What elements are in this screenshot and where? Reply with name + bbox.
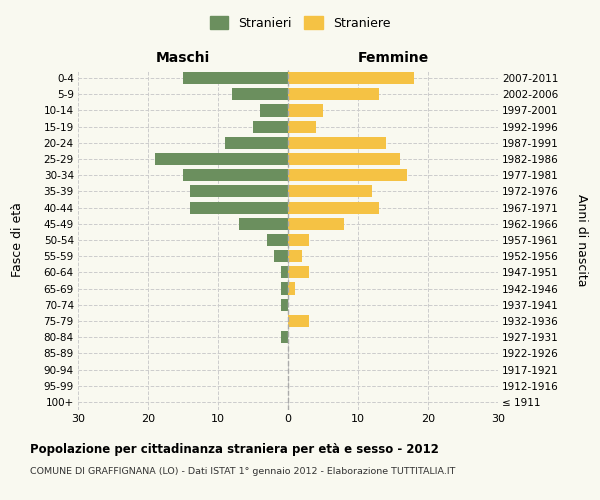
Bar (253, 120, 288, 132)
Bar (267, 234, 288, 246)
Text: Maschi: Maschi (156, 51, 210, 65)
Legend: Stranieri, Straniere: Stranieri, Straniere (205, 11, 395, 35)
Bar (281, 298, 288, 311)
Bar (288, 250, 302, 262)
Bar (281, 266, 288, 278)
Bar (288, 218, 344, 230)
Bar (155, 153, 288, 165)
Text: Popolazione per cittadinanza straniera per età e sesso - 2012: Popolazione per cittadinanza straniera p… (30, 442, 439, 456)
Text: Anni di nascita: Anni di nascita (575, 194, 589, 286)
Bar (288, 153, 400, 165)
Bar (288, 104, 323, 117)
Bar (260, 104, 288, 117)
Bar (190, 202, 288, 213)
Bar (183, 169, 288, 181)
Bar (288, 120, 316, 132)
Text: Fasce di età: Fasce di età (11, 202, 25, 278)
Bar (183, 72, 288, 84)
Bar (288, 88, 379, 101)
Bar (288, 282, 295, 294)
Bar (288, 315, 309, 327)
Bar (239, 218, 288, 230)
Bar (281, 331, 288, 343)
Bar (288, 169, 407, 181)
Bar (288, 72, 414, 84)
Text: COMUNE DI GRAFFIGNANA (LO) - Dati ISTAT 1° gennaio 2012 - Elaborazione TUTTITALI: COMUNE DI GRAFFIGNANA (LO) - Dati ISTAT … (30, 468, 455, 476)
Bar (288, 137, 386, 149)
Bar (288, 266, 309, 278)
Bar (274, 250, 288, 262)
Bar (281, 282, 288, 294)
Bar (225, 137, 288, 149)
Bar (232, 88, 288, 101)
Bar (190, 186, 288, 198)
Bar (288, 186, 372, 198)
Bar (288, 202, 379, 213)
Bar (288, 234, 309, 246)
Text: Femmine: Femmine (358, 51, 428, 65)
